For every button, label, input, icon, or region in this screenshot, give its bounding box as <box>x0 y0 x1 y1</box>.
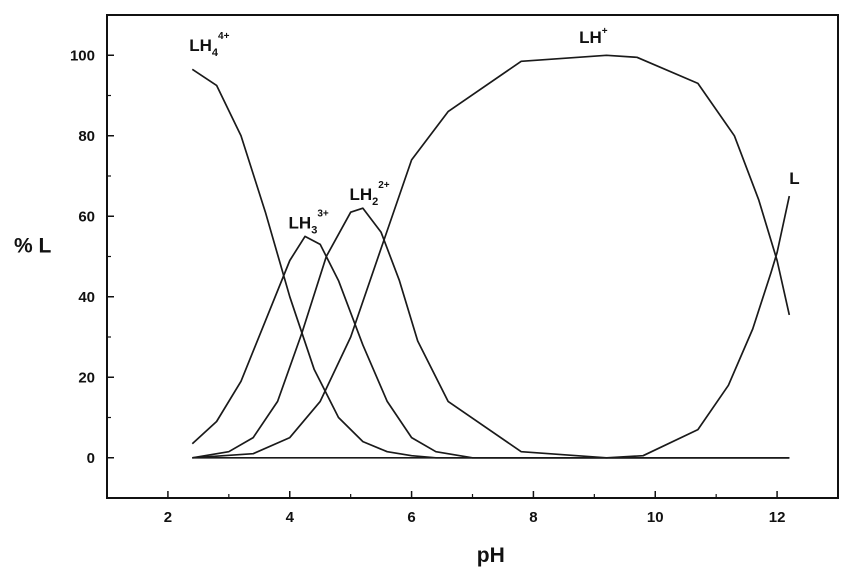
series-line-2 <box>192 207 790 459</box>
series-label-main: LH <box>349 185 372 204</box>
series-labels-group: LH44+LH33+LH22+LH+L <box>189 26 799 236</box>
series-label-4: L <box>789 169 799 188</box>
x-tick-label-8: 8 <box>529 509 537 526</box>
x-tick-label-2: 2 <box>164 509 172 526</box>
x-axis-title: pH <box>477 544 505 567</box>
series-label-subscript: 2 <box>372 196 378 208</box>
y-tick-label-20: 20 <box>78 369 95 386</box>
series-label-3: LH+ <box>579 26 608 47</box>
series-label-main: LH <box>289 213 312 232</box>
series-label-main: LH <box>579 28 602 47</box>
y-tick-label-100: 100 <box>70 47 95 64</box>
series-label-2: LH22+ <box>349 180 389 208</box>
y-tick-label-0: 0 <box>87 450 95 467</box>
series-label-superscript: 4+ <box>218 31 230 42</box>
y-tick-label-80: 80 <box>78 128 95 145</box>
y-tick-label-40: 40 <box>78 289 95 306</box>
x-tick-label-6: 6 <box>407 509 415 526</box>
series-label-subscript: 4 <box>212 47 219 59</box>
y-axis-title: % L <box>14 235 52 258</box>
series-label-superscript: 2+ <box>378 180 390 191</box>
x-tick-label-4: 4 <box>286 509 295 526</box>
ticks-group: 2 4 6 8 10 12 0 20 40 60 80 100 <box>70 47 785 526</box>
series-label-superscript: + <box>602 26 608 37</box>
y-tick-label-60: 60 <box>78 208 95 225</box>
series-line-4 <box>192 195 791 459</box>
series-label-superscript: 3+ <box>317 208 329 219</box>
x-tick-label-10: 10 <box>647 509 664 526</box>
series-label-main: L <box>789 169 799 188</box>
series-label-main: LH <box>189 36 212 55</box>
x-tick-label-12: 12 <box>769 509 786 526</box>
series-label-1: LH33+ <box>289 208 329 236</box>
series-label-subscript: 3 <box>311 224 317 236</box>
series-line-1 <box>191 235 790 459</box>
curves-group <box>191 54 791 459</box>
series-label-0: LH4 4+ <box>189 31 229 59</box>
series-line-0 <box>191 68 790 459</box>
series-line-3 <box>192 54 791 459</box>
